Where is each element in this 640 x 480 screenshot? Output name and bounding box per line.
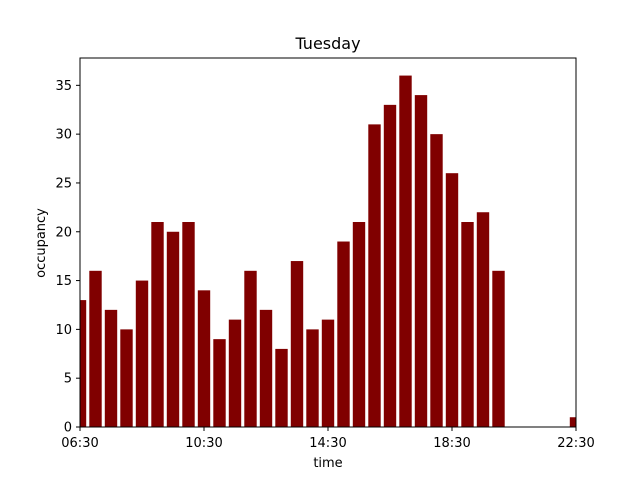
x-tick-label: 10:30 [185,436,222,451]
bar-1030 [197,290,211,427]
bar-0730 [104,309,118,427]
y-tick-label: 0 [64,421,72,436]
bar-1900 [461,222,474,427]
bar-1630 [383,104,397,427]
bar-1400 [306,329,319,427]
bar-0700 [89,270,102,427]
chart-title: Tuesday [294,34,360,53]
bar-1930 [476,212,490,427]
bar-1430 [321,319,335,427]
bar-1530 [352,222,366,427]
bar-1800 [430,134,443,427]
bar-0930 [166,231,180,427]
bar-0900 [151,222,164,427]
bar-1500 [337,241,350,427]
y-tick-label: 5 [64,372,72,387]
bar-1330 [290,261,304,427]
bar-1130 [228,319,242,427]
bar-0630 [80,300,87,427]
bar-1600 [368,124,381,427]
x-tick-label: 22:30 [557,436,594,451]
x-tick-label: 18:30 [433,436,470,451]
bar-0800 [120,329,133,427]
x-axis: 06:30 10:30 14:30 18:30 22:30 [61,427,595,451]
y-tick-label: 35 [55,79,72,94]
bar-1200 [244,270,257,427]
bar-1830 [445,173,459,427]
bar-2230 [569,417,576,427]
x-axis-label: time [313,456,342,471]
bar-1000 [182,222,195,427]
x-tick-label: 06:30 [61,436,98,451]
bar-1230 [259,309,273,427]
bar-2000 [492,270,505,427]
y-tick-label: 25 [55,176,72,191]
bar-1300 [275,348,288,427]
y-tick-label: 15 [55,274,72,289]
bar-1100 [213,339,226,427]
y-axis-label: occupancy [34,208,49,278]
y-tick-label: 20 [55,225,72,240]
y-tick-label: 30 [55,128,72,143]
bar-1730 [414,95,428,427]
y-axis: 0 5 10 15 20 25 30 35 [55,79,80,436]
x-tick-label: 14:30 [309,436,346,451]
bars-group [80,75,576,427]
y-tick-label: 10 [55,323,72,338]
bar-1700 [399,75,412,427]
bar-0830 [135,280,149,427]
